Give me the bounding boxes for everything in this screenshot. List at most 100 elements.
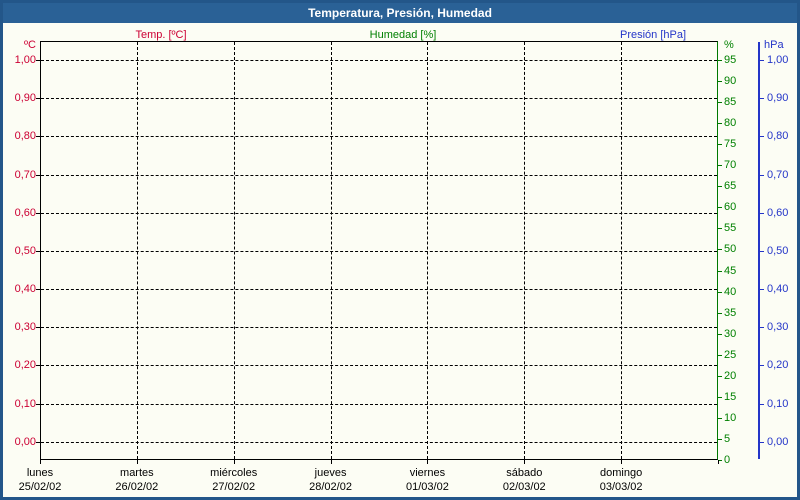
humidity-axis-tick bbox=[718, 417, 722, 419]
pressure-axis-tick bbox=[760, 250, 764, 252]
left-axis-tick bbox=[36, 365, 40, 367]
humidity-axis-tick-label: 95 bbox=[724, 54, 737, 66]
gridline-horizontal bbox=[41, 98, 717, 100]
humidity-axis-tick bbox=[718, 207, 722, 209]
pressure-axis-tick bbox=[760, 60, 764, 61]
x-axis-date-label: 03/03/02 bbox=[599, 481, 643, 493]
left-axis-tick bbox=[36, 289, 40, 291]
x-axis-day-label: sábado bbox=[506, 467, 543, 479]
humidity-axis-tick-label: 5 bbox=[724, 432, 731, 445]
left-axis-tick-label: 0,60 bbox=[14, 206, 36, 219]
pressure-axis-tick-label: 0,00 bbox=[767, 435, 789, 448]
pressure-axis-tick bbox=[760, 289, 764, 291]
gridline-vertical bbox=[427, 42, 429, 459]
pressure-axis-tick-label: 0,90 bbox=[767, 92, 789, 105]
x-axis-day-label: jueves bbox=[314, 467, 347, 479]
humidity-axis-tick bbox=[718, 249, 722, 251]
left-axis-tick-label: 1,00 bbox=[14, 54, 36, 66]
humidity-axis-tick-label: 75 bbox=[724, 138, 737, 151]
x-axis-day-label: martes bbox=[120, 467, 154, 479]
humidity-axis-tick bbox=[718, 123, 722, 125]
x-axis-day-label: miércoles bbox=[210, 467, 258, 479]
humidity-axis-tick bbox=[718, 228, 722, 230]
humidity-axis-tick-label: 50 bbox=[724, 243, 737, 256]
gridline-horizontal bbox=[41, 289, 717, 291]
left-axis-tick-label: 0,70 bbox=[14, 168, 36, 181]
humidity-axis-tick bbox=[718, 186, 722, 188]
x-axis-date-label: 26/02/02 bbox=[115, 481, 159, 493]
pressure-axis-tick-label: 1,00 bbox=[767, 54, 789, 66]
gridline-horizontal bbox=[41, 441, 717, 443]
humidity-axis-unit: % bbox=[724, 39, 734, 51]
left-axis-tick-label: 0,00 bbox=[14, 435, 36, 448]
plot-area bbox=[40, 41, 718, 460]
pressure-axis-tick-label: 0,10 bbox=[767, 397, 789, 410]
left-axis-tick bbox=[36, 98, 40, 100]
left-axis-tick-label: 0,50 bbox=[14, 244, 36, 257]
humidity-axis-tick-label: 90 bbox=[724, 75, 737, 88]
gridline-horizontal bbox=[41, 136, 717, 138]
x-axis-tick bbox=[718, 460, 719, 464]
left-axis-tick bbox=[36, 174, 40, 176]
gridline-horizontal bbox=[41, 174, 717, 176]
x-axis-date-label: 28/02/02 bbox=[309, 481, 352, 493]
left-axis-tick bbox=[36, 136, 40, 138]
left-axis-tick-label: 0,40 bbox=[14, 283, 36, 296]
humidity-axis-tick-label: 10 bbox=[724, 411, 737, 424]
humidity-axis-tick-label: 45 bbox=[724, 264, 737, 277]
humidity-axis-tick bbox=[718, 438, 722, 440]
humidity-axis-tick-label: 85 bbox=[724, 96, 737, 109]
left-axis-tick bbox=[36, 327, 40, 329]
pressure-axis-tick bbox=[760, 365, 764, 367]
pressure-axis-tick-label: 0,80 bbox=[767, 130, 789, 143]
humidity-axis-tick bbox=[718, 270, 722, 272]
left-axis-tick-label: 0,10 bbox=[14, 397, 36, 410]
x-axis-date-label: 02/03/02 bbox=[502, 481, 546, 493]
x-axis-day-label: domingo bbox=[600, 467, 643, 479]
gridline-horizontal bbox=[41, 403, 717, 405]
gridline-vertical bbox=[524, 42, 526, 459]
left-axis-tick bbox=[36, 441, 40, 443]
left-axis-tick-label: 0,80 bbox=[14, 130, 36, 143]
humidity-axis-tick bbox=[718, 60, 722, 61]
x-axis-tick bbox=[136, 460, 138, 464]
gridline-horizontal bbox=[41, 60, 717, 61]
title-bar: Temperatura, Presión, Humedad bbox=[3, 3, 797, 23]
x-axis-tick bbox=[621, 460, 623, 464]
gridline-horizontal bbox=[41, 327, 717, 329]
gridline-vertical bbox=[330, 42, 332, 459]
gridline-vertical bbox=[621, 42, 623, 459]
pressure-axis-tick bbox=[760, 327, 764, 329]
gridline-vertical bbox=[136, 42, 138, 459]
pressure-axis-tick bbox=[760, 98, 764, 100]
humidity-axis-tick bbox=[718, 102, 722, 104]
pressure-axis-tick bbox=[760, 212, 764, 214]
gridline-vertical bbox=[233, 42, 235, 459]
humidity-axis-tick bbox=[718, 144, 722, 146]
x-axis-tick bbox=[427, 460, 429, 464]
pressure-axis-tick bbox=[760, 136, 764, 138]
pressure-axis-tick-label: 0,40 bbox=[767, 283, 789, 296]
x-axis-date-label: 27/02/02 bbox=[212, 481, 256, 493]
humidity-axis-tick-label: 30 bbox=[724, 327, 737, 340]
pressure-axis-tick-label: 0,30 bbox=[767, 321, 789, 334]
left-axis-tick-label: 0,30 bbox=[14, 321, 36, 334]
humidity-axis-tick-label: 35 bbox=[724, 306, 737, 319]
pressure-axis-tick-label: 0,50 bbox=[767, 244, 789, 257]
gridline-horizontal bbox=[41, 365, 717, 367]
humidity-axis-tick bbox=[718, 81, 722, 83]
humidity-axis-tick bbox=[718, 333, 722, 335]
humidity-axis-tick-label: 25 bbox=[724, 348, 737, 361]
humidity-axis-tick bbox=[718, 165, 722, 167]
chart-layer: 1,00 1,00 0,90 0,90 0,80 0,80 0,70 0,70 0,60 0,60… bbox=[3, 3, 797, 497]
humidity-axis-tick-label: 20 bbox=[724, 369, 737, 382]
humidity-axis-tick-label: 70 bbox=[724, 159, 737, 172]
humidity-axis-tick bbox=[718, 375, 722, 377]
humidity-axis-tick-label: 0 bbox=[724, 454, 731, 466]
humidity-axis-tick-label: 80 bbox=[724, 117, 737, 130]
left-axis-tick-label: 0,20 bbox=[14, 359, 36, 372]
legend-pressure: Presión [hPa] bbox=[619, 29, 687, 41]
pressure-axis-tick bbox=[760, 403, 764, 405]
humidity-axis-tick bbox=[718, 460, 722, 461]
